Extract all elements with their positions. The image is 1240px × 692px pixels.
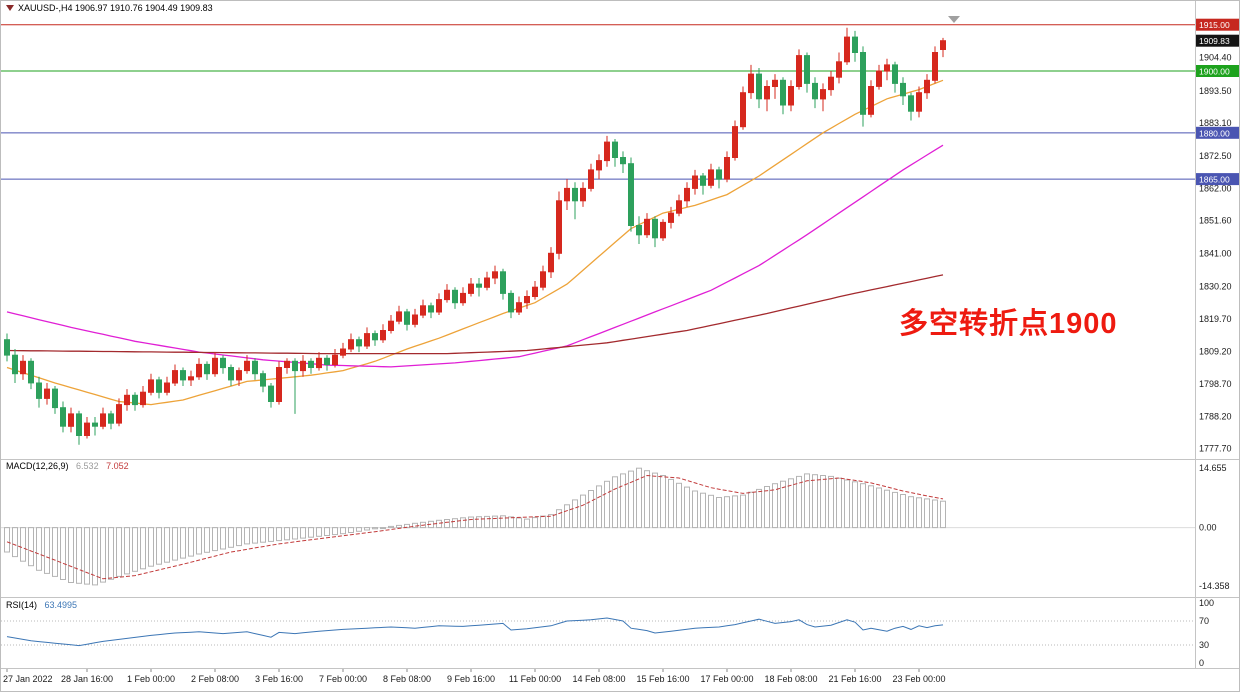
macd-panel: 14.655 0.00 -14.358 [1, 463, 1230, 591]
svg-text:1862.00: 1862.00 [1199, 183, 1232, 193]
candlestick-series [4, 27, 946, 445]
svg-text:28 Jan 16:00: 28 Jan 16:00 [61, 674, 113, 684]
svg-text:1880.00: 1880.00 [1199, 128, 1230, 138]
svg-text:30: 30 [1199, 640, 1209, 650]
chart-text-annotation: 多空转折点1900 [899, 308, 1118, 340]
svg-text:1872.50: 1872.50 [1199, 151, 1232, 161]
svg-text:0.00: 0.00 [1199, 523, 1217, 533]
svg-text:-14.358: -14.358 [1199, 581, 1230, 591]
ohlc-info-bar: XAUUSD-,H4 1906.97 1910.76 1904.49 1909.… [6, 3, 213, 13]
price-axis[interactable]: 1904.40 1893.50 1883.10 1872.50 1862.00 1851.… [1196, 18, 1240, 454]
svg-text:1777.70: 1777.70 [1199, 444, 1232, 454]
svg-text:21 Feb 16:00: 21 Feb 16:00 [828, 674, 881, 684]
rsi-value: 63.4995 [44, 600, 78, 610]
svg-text:27 Jan 2022: 27 Jan 2022 [3, 674, 53, 684]
svg-text:18 Feb 08:00: 18 Feb 08:00 [764, 674, 817, 684]
svg-text:1819.70: 1819.70 [1199, 314, 1232, 324]
svg-text:1 Feb 00:00: 1 Feb 00:00 [127, 674, 175, 684]
ma-fast [6, 79, 944, 406]
svg-text:17 Feb 00:00: 17 Feb 00:00 [700, 674, 753, 684]
svg-text:70: 70 [1199, 616, 1209, 626]
svg-text:1798.70: 1798.70 [1199, 379, 1232, 389]
svg-text:1909.83: 1909.83 [1199, 36, 1230, 46]
time-axis[interactable]: 27 Jan 2022 28 Jan 16:00 1 Feb 00:00 2 Feb … [3, 669, 946, 684]
svg-text:14 Feb 08:00: 14 Feb 08:00 [572, 674, 625, 684]
svg-text:1851.60: 1851.60 [1199, 216, 1232, 226]
svg-text:1809.20: 1809.20 [1199, 347, 1232, 357]
panel-separators [1, 1, 1239, 669]
ma-slow [6, 274, 944, 355]
svg-text:7 Feb 00:00: 7 Feb 00:00 [319, 674, 367, 684]
svg-text:15 Feb 16:00: 15 Feb 16:00 [636, 674, 689, 684]
svg-text:1788.20: 1788.20 [1199, 411, 1232, 421]
svg-text:1904.40: 1904.40 [1199, 53, 1232, 63]
macd-main-value: 6.532 [76, 461, 99, 471]
svg-text:1841.00: 1841.00 [1199, 248, 1232, 258]
macd-signal-value: 7.052 [106, 461, 129, 471]
svg-text:1865.00: 1865.00 [1199, 175, 1230, 185]
horizontal-level-lines [1, 24, 1195, 180]
macd-name: MACD(12,26,9) [6, 461, 69, 471]
symbol-marker-icon[interactable] [6, 5, 14, 11]
macd-indicator-label: MACD(12,26,9) 6.532 7.052 [6, 461, 129, 471]
rsi-name: RSI(14) [6, 600, 38, 610]
rsi-indicator-label: RSI(14) 63.4995 [6, 600, 77, 610]
svg-text:1900.00: 1900.00 [1199, 67, 1230, 77]
moving-average-lines [6, 79, 944, 406]
ohlc-text: XAUUSD-,H4 1906.97 1910.76 1904.49 1909.… [18, 3, 213, 13]
svg-text:100: 100 [1199, 598, 1214, 608]
svg-text:23 Feb 00:00: 23 Feb 00:00 [892, 674, 945, 684]
svg-text:1830.20: 1830.20 [1199, 282, 1232, 292]
ma-medium [6, 144, 944, 368]
chart-shift-marker-icon [948, 16, 960, 23]
svg-text:1893.50: 1893.50 [1199, 86, 1232, 96]
svg-text:3 Feb 16:00: 3 Feb 16:00 [255, 674, 303, 684]
svg-text:11 Feb 00:00: 11 Feb 00:00 [509, 674, 561, 684]
svg-text:2 Feb 08:00: 2 Feb 08:00 [191, 674, 239, 684]
svg-text:1883.10: 1883.10 [1199, 118, 1232, 128]
svg-text:0: 0 [1199, 658, 1204, 668]
rsi-panel: 100 70 30 0 [1, 598, 1214, 668]
svg-text:8 Feb 08:00: 8 Feb 08:00 [383, 674, 431, 684]
svg-text:14.655: 14.655 [1199, 463, 1227, 473]
svg-text:9 Feb 16:00: 9 Feb 16:00 [447, 674, 495, 684]
svg-text:1915.00: 1915.00 [1199, 20, 1230, 30]
